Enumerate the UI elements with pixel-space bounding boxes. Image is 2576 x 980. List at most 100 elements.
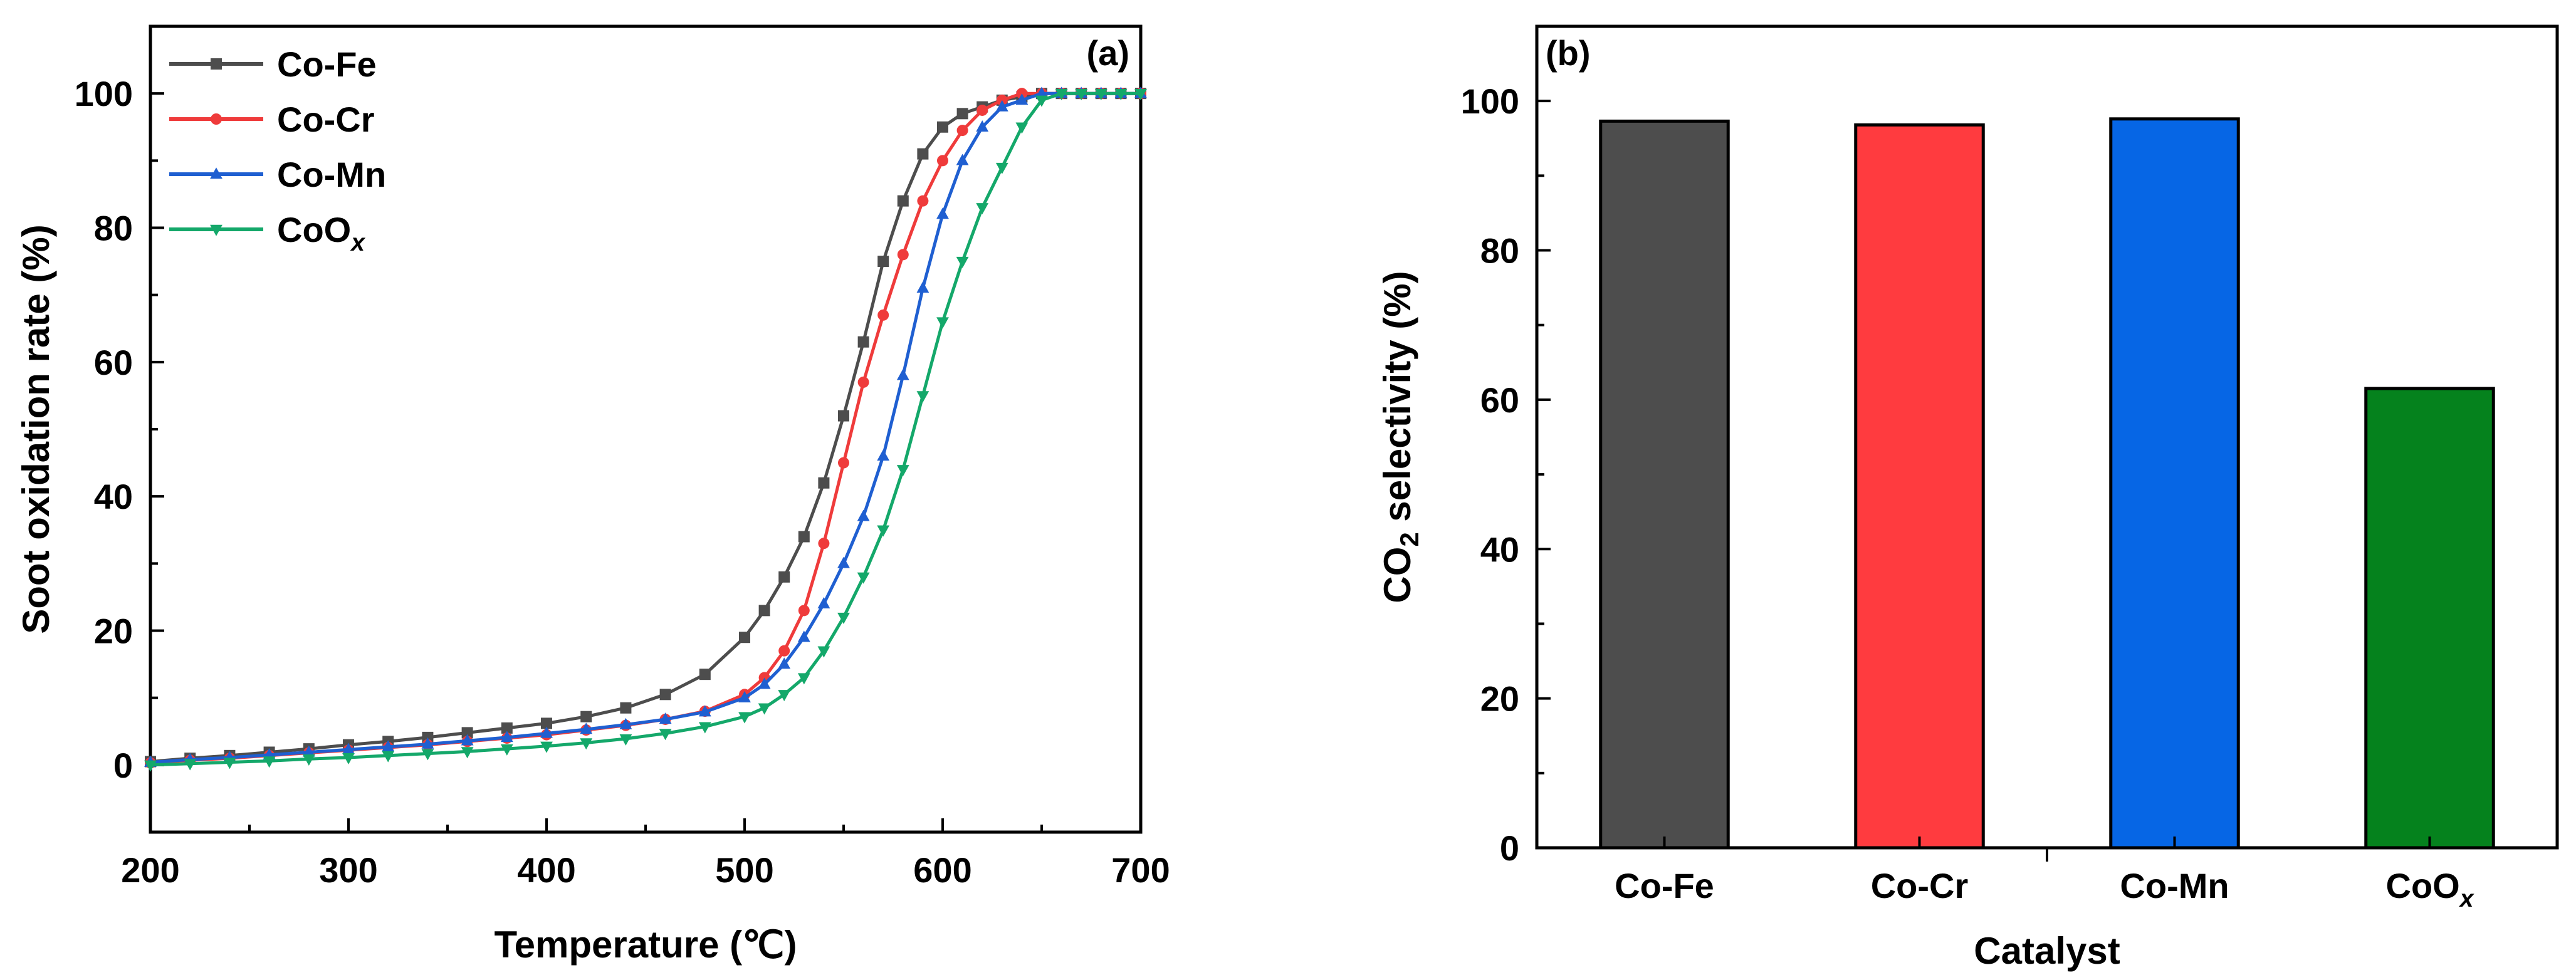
data-point — [619, 717, 632, 729]
legend-marker — [211, 58, 222, 70]
data-point — [758, 703, 771, 715]
data-point — [223, 758, 236, 769]
data-point — [1094, 88, 1107, 100]
data-point — [817, 597, 830, 608]
data-point — [698, 722, 711, 734]
data-point — [838, 457, 849, 469]
data-point — [896, 465, 909, 477]
data-point — [184, 759, 197, 771]
data-point — [1055, 88, 1068, 100]
x-tick-label-a: 700 — [1111, 850, 1170, 890]
data-point — [976, 120, 989, 132]
data-point — [1015, 93, 1029, 105]
data-point — [580, 711, 592, 722]
data-point — [758, 677, 771, 689]
data-point — [877, 309, 889, 321]
y-axis-title-b: CO2 selectivity (%) — [1376, 271, 1424, 603]
legend-marker — [210, 224, 223, 236]
y-tick-label-a: 80 — [94, 209, 133, 248]
data-point — [461, 747, 474, 759]
data-point — [738, 691, 751, 702]
data-point — [778, 571, 790, 583]
data-point — [461, 727, 473, 739]
panel-label-b: (b) — [1546, 33, 1591, 73]
x-axis-title-b: Catalyst — [1974, 930, 2120, 972]
y-tick-label-b: 100 — [1461, 81, 1519, 121]
x-tick-label-a: 400 — [517, 850, 575, 890]
data-point — [540, 741, 553, 753]
data-point — [956, 125, 968, 137]
bar-co-fe — [1599, 119, 1730, 850]
data-point — [936, 317, 949, 329]
data-point — [956, 108, 968, 120]
y-tick-label-a: 60 — [94, 343, 133, 382]
y-tick-label-a: 0 — [113, 746, 133, 785]
data-point — [838, 410, 849, 422]
data-point — [916, 391, 929, 403]
data-point — [917, 148, 929, 160]
data-point — [580, 722, 593, 734]
data-point — [976, 104, 988, 116]
data-point — [995, 162, 1008, 174]
legend-marker — [211, 113, 222, 125]
data-point — [659, 729, 672, 741]
data-point — [877, 256, 889, 268]
data-point — [699, 669, 711, 680]
data-point — [857, 376, 869, 388]
data-point — [837, 612, 850, 624]
y-tick-label-a: 20 — [94, 612, 133, 651]
data-point — [818, 477, 830, 489]
x-tick-label-b: Co-Mn — [2120, 866, 2229, 905]
legend-label: CoOx — [277, 210, 365, 256]
data-point — [778, 690, 791, 702]
data-point — [739, 632, 750, 644]
series-coox — [144, 88, 1147, 772]
data-point — [659, 689, 671, 701]
legend-item-co-mn: Co-Mn — [169, 155, 386, 194]
data-point — [937, 155, 948, 167]
data-point — [936, 207, 949, 219]
data-point — [382, 751, 395, 763]
bar-co-mn — [2109, 117, 2240, 850]
data-point — [956, 256, 969, 268]
data-point — [144, 760, 157, 772]
data-point — [896, 368, 909, 380]
y-axis-title-a: Soot oxidation rate (%) — [15, 224, 57, 633]
data-point — [857, 572, 870, 584]
data-point — [1015, 122, 1029, 134]
legend-label: Co-Fe — [277, 44, 377, 84]
data-point — [797, 673, 810, 685]
data-point — [541, 717, 552, 729]
data-point — [758, 605, 770, 617]
x-tick-label-b: CoOx — [2386, 866, 2474, 912]
panel-label-a: (a) — [1087, 33, 1129, 73]
data-point — [1114, 88, 1128, 100]
data-point — [916, 281, 929, 293]
data-point — [817, 646, 830, 658]
data-point — [302, 754, 315, 766]
data-point — [877, 525, 890, 537]
bar-co-cr — [1854, 123, 1985, 850]
y-tick-label-b: 20 — [1480, 679, 1519, 719]
data-point — [738, 712, 751, 724]
data-point — [500, 744, 513, 756]
x-tick-label-b: Co-Cr — [1871, 866, 1969, 905]
legend-label: Co-Mn — [277, 155, 386, 194]
x-tick-label-a: 200 — [121, 850, 179, 890]
y-tick-label-b: 40 — [1480, 529, 1519, 569]
data-point — [995, 100, 1008, 112]
data-point — [956, 154, 969, 165]
data-point — [917, 195, 929, 207]
x-tick-label-a: 500 — [715, 850, 773, 890]
data-point — [1035, 95, 1048, 107]
data-point — [937, 121, 948, 133]
y-tick-label-b: 60 — [1480, 380, 1519, 420]
data-point — [382, 740, 395, 752]
data-point — [620, 702, 632, 714]
data-point — [798, 605, 810, 617]
data-point — [778, 645, 790, 657]
y-tick-label-a: 100 — [75, 74, 133, 113]
legend-item-coox: CoOx — [169, 210, 365, 256]
y-tick-label-a: 40 — [94, 477, 133, 516]
